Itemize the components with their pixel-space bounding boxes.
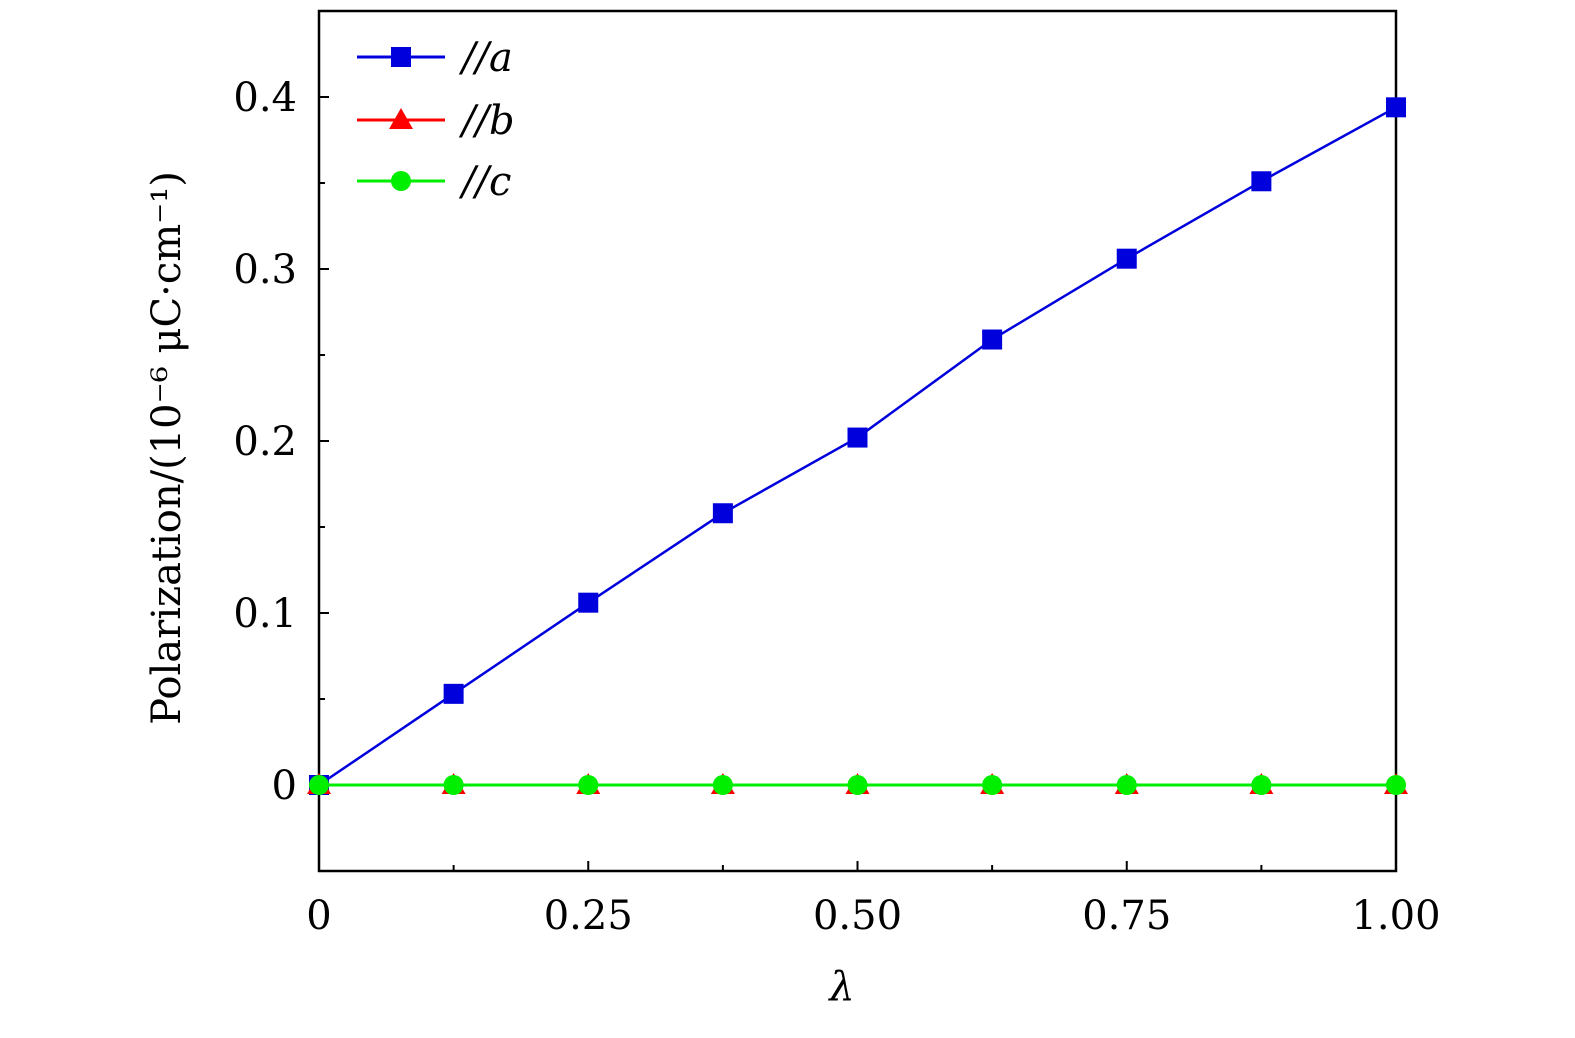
data-point-0-4 (847, 427, 868, 448)
y-tick-label: 0.2 (233, 419, 297, 465)
x-tick-label: 0.25 (544, 893, 633, 939)
legend-marker-0 (391, 47, 411, 67)
data-point-2-7 (1251, 775, 1272, 795)
axes: 0 0.25 0.50 0.75 1.00 0 0.1 0.2 0.3 0.4 (233, 9, 1441, 939)
data-point-2-4 (847, 775, 868, 795)
data-point-2-8 (1386, 775, 1406, 795)
y-tick-label: 0.3 (233, 247, 297, 293)
data-point-2-2 (578, 775, 599, 795)
data-point-0-7 (1251, 171, 1272, 192)
x-tick-label: 0 (306, 893, 331, 939)
data-point-2-0 (309, 775, 329, 795)
legend-label-1: //b (458, 98, 515, 144)
legend-label-2: //c (458, 159, 511, 205)
data-point-2-6 (1116, 775, 1137, 795)
y-tick-label: 0 (272, 763, 297, 809)
y-axis-label: Polarization/(10⁻⁶ μC·cm⁻¹) (144, 171, 190, 725)
x-tick-label: 1.00 (1351, 893, 1440, 939)
x-tick-label: 0.75 (1082, 893, 1171, 939)
data-point-0-5 (982, 329, 1003, 350)
data-point-2-5 (982, 775, 1003, 795)
x-axis-label: λ (827, 964, 854, 1010)
y-tick-label: 0.4 (233, 75, 297, 121)
data-point-0-2 (578, 592, 599, 613)
data-point-0-1 (443, 683, 464, 704)
data-point-0-3 (712, 503, 733, 524)
series-layer (307, 97, 1408, 795)
data-point-0-6 (1116, 248, 1137, 269)
legend-marker-1 (389, 108, 413, 129)
data-point-2-3 (712, 775, 733, 795)
data-point-0-8 (1386, 97, 1406, 118)
data-point-2-1 (443, 775, 464, 795)
legend-label-0: //a (458, 35, 513, 81)
legend: //a //b //c (357, 35, 515, 205)
legend-marker-2 (391, 171, 411, 191)
y-tick-label: 0.1 (233, 591, 297, 637)
x-tick-label: 0.50 (813, 893, 902, 939)
